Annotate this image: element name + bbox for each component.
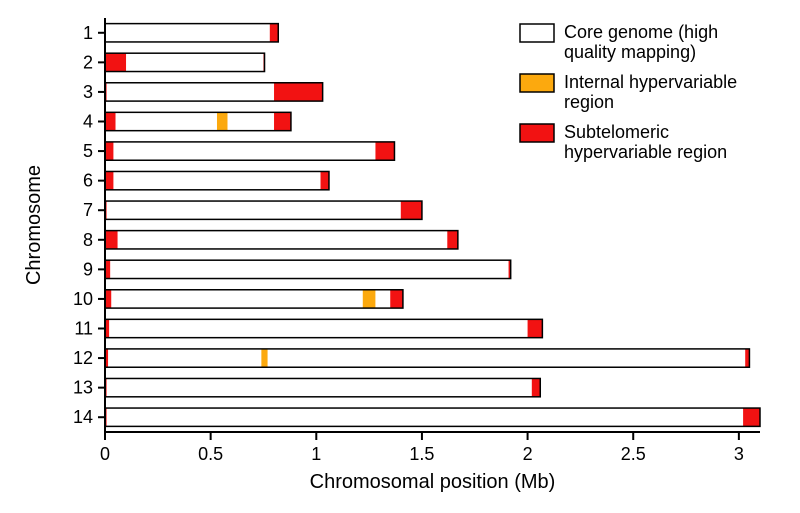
- segment-core: [107, 378, 532, 396]
- segment-subtelomeric: [528, 319, 543, 337]
- segment-subtelomeric: [105, 142, 113, 160]
- segment-core: [111, 290, 362, 308]
- x-tick-label: 0.5: [198, 444, 223, 464]
- y-tick-label: 9: [83, 259, 93, 279]
- y-tick-label: 1: [83, 23, 93, 43]
- legend-label: quality mapping): [564, 42, 696, 62]
- segment-subtelomeric: [270, 24, 278, 42]
- x-tick-label: 3: [734, 444, 744, 464]
- segment-subtelomeric: [390, 290, 403, 308]
- y-tick-label: 2: [83, 52, 93, 72]
- legend-label: hypervariable region: [564, 142, 727, 162]
- y-tick-label: 4: [83, 112, 93, 132]
- segment-subtelomeric: [105, 171, 113, 189]
- y-tick-label: 8: [83, 230, 93, 250]
- segment-core: [268, 349, 746, 367]
- segment-core: [228, 112, 274, 130]
- segment-core: [113, 171, 320, 189]
- x-tick-label: 1: [311, 444, 321, 464]
- segment-core: [113, 142, 375, 160]
- y-tick-label: 3: [83, 82, 93, 102]
- legend-label: Core genome (high: [564, 22, 718, 42]
- segment-subtelomeric: [105, 112, 116, 130]
- segment-subtelomeric: [321, 171, 329, 189]
- segment-subtelomeric: [274, 112, 291, 130]
- segment-subtelomeric: [375, 142, 394, 160]
- legend-swatch-subtelomeric: [520, 124, 554, 142]
- y-tick-label: 6: [83, 171, 93, 191]
- segment-subtelomeric: [105, 231, 118, 249]
- segment-core: [107, 83, 274, 101]
- y-tick-label: 12: [73, 348, 93, 368]
- x-axis-title: Chromosomal position (Mb): [310, 471, 556, 493]
- x-tick-label: 1.5: [409, 444, 434, 464]
- y-tick-label: 11: [74, 319, 93, 339]
- segment-core: [109, 319, 527, 337]
- segment-internal: [261, 349, 267, 367]
- y-tick-label: 10: [73, 289, 93, 309]
- legend-label: Subtelomeric: [564, 122, 669, 142]
- segment-subtelomeric: [105, 53, 126, 71]
- segment-core: [118, 231, 448, 249]
- segment-core: [107, 201, 401, 219]
- y-axis-title: Chromosome: [23, 165, 45, 285]
- y-tick-label: 5: [83, 141, 93, 161]
- legend-label: Internal hypervariable: [564, 72, 737, 92]
- segment-subtelomeric: [532, 378, 540, 396]
- segment-core: [106, 24, 270, 42]
- chromosome-chart: 00.511.522.53Chromosomal position (Mb)12…: [0, 0, 800, 508]
- segment-core: [126, 53, 263, 71]
- y-tick-label: 14: [73, 407, 93, 427]
- segment-subtelomeric: [743, 408, 760, 426]
- segment-core: [108, 349, 261, 367]
- segment-internal: [363, 290, 376, 308]
- segment-subtelomeric: [401, 201, 422, 219]
- segment-core: [107, 408, 743, 426]
- legend-swatch-internal: [520, 74, 554, 92]
- chart-svg: 00.511.522.53Chromosomal position (Mb)12…: [0, 0, 800, 508]
- segment-core: [116, 112, 217, 130]
- y-tick-label: 7: [83, 200, 93, 220]
- segment-core: [110, 260, 508, 278]
- segment-core: [375, 290, 390, 308]
- legend-label: region: [564, 92, 614, 112]
- segment-subtelomeric: [447, 231, 458, 249]
- x-tick-label: 2: [523, 444, 533, 464]
- y-tick-label: 13: [73, 378, 93, 398]
- segment-subtelomeric: [274, 83, 323, 101]
- legend-swatch-core: [520, 24, 554, 42]
- x-tick-label: 2.5: [621, 444, 646, 464]
- segment-internal: [217, 112, 228, 130]
- x-tick-label: 0: [100, 444, 110, 464]
